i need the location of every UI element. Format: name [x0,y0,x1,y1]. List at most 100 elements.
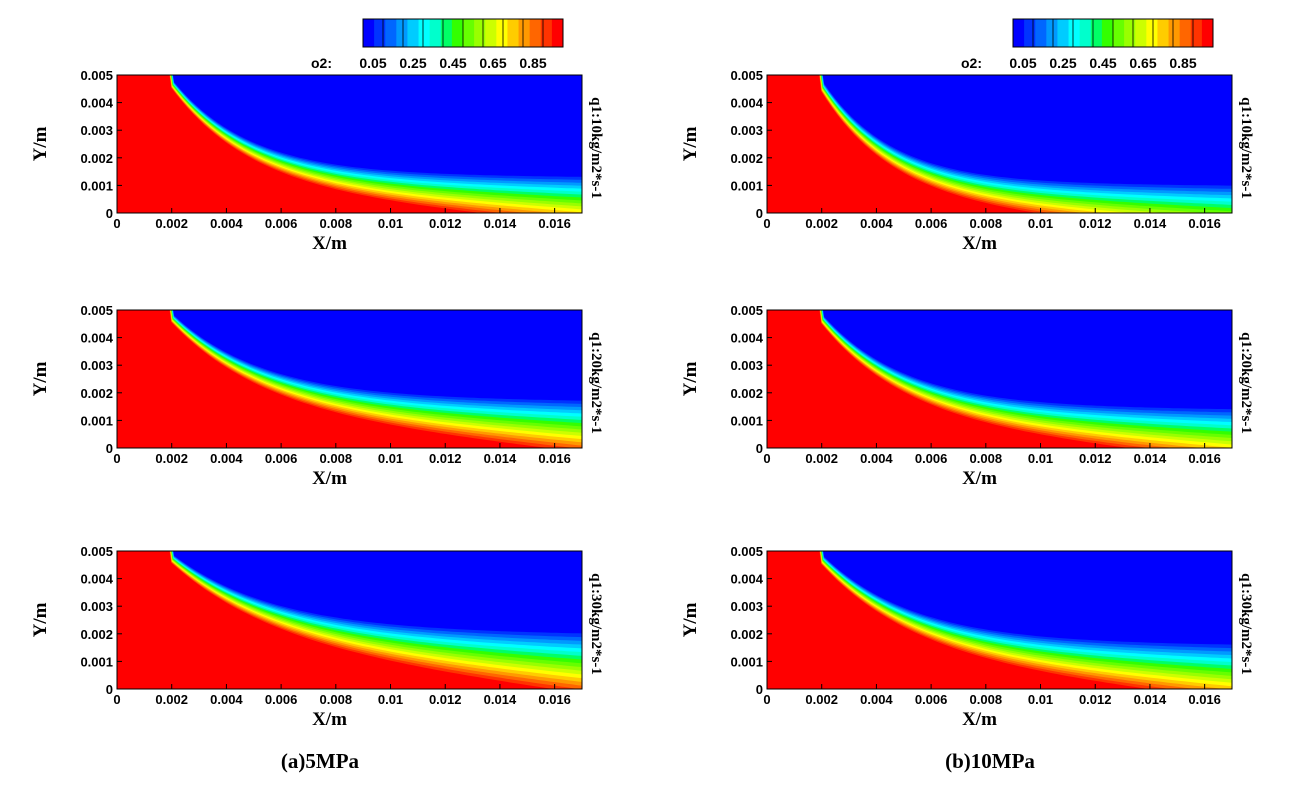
x-tick-label: 0.016 [1188,692,1221,707]
x-tick-label: 0.016 [538,216,571,231]
x-tick-label: 0.004 [860,216,893,231]
x-tick-label: 0.014 [1134,451,1167,466]
plot-frame [116,309,583,449]
contour-field [767,551,1232,689]
y-axis-label: Y/m [680,361,701,396]
colorbar-tick-label: 0.65 [479,55,506,71]
plot-frame [116,74,583,214]
y-tick-label: 0.003 [80,599,113,614]
y-axis-label: Y/m [30,126,51,161]
x-tick-label: 0.002 [805,692,838,707]
plot-frame [766,550,1233,690]
x-tick-label: 0.012 [429,692,462,707]
y-axis: 0 0.001 0.002 0.003 0.004 0.005 [80,544,122,697]
y-tick-label: 0.001 [730,178,763,193]
y-tick-label: 0.002 [80,627,113,642]
y-tick-label: 0.005 [730,544,763,559]
colorbar-b: o2: 0.05 0.25 0.45 0.65 0.85 [961,18,1214,71]
y-axis: 0 0.001 0.002 0.003 0.004 0.005 [730,544,772,697]
colorbar-swatch [1201,19,1214,47]
y-axis-label: Y/m [30,602,51,637]
contour-field [117,75,582,213]
y-tick-label: 0.001 [730,654,763,669]
x-axis: 0 0.002 0.004 0.006 0.008 0.01 0.012 0.014 0.016 [113,208,571,231]
x-tick-label: 0.008 [970,451,1003,466]
contour-field [117,310,582,448]
x-tick-label: 0.008 [970,216,1003,231]
x-tick-label: 0.014 [484,692,517,707]
y-axis: 0 0.001 0.002 0.003 0.004 0.005 [80,303,122,456]
colorbar-frame [1012,18,1214,48]
x-tick-label: 0.016 [538,692,571,707]
y-tick-label: 0.005 [80,303,113,318]
colorbar-tick-label: 0.05 [359,55,386,71]
y-tick-label: 0.004 [730,96,763,111]
y-tick-label: 0.003 [730,599,763,614]
x-tick-label: 0.004 [860,692,893,707]
colorbar-swatch [507,19,519,47]
x-axis-label: X/m [962,468,997,489]
y-tick-label: 0.005 [730,68,763,83]
colorbar-swatch [396,19,408,47]
contour-band-level-18 [767,310,1129,448]
x-tick-label: 0.004 [210,692,243,707]
y-axis-label: Y/m [30,361,51,396]
colorbar-swatch [418,19,431,47]
contour-band-level-18 [117,551,554,689]
y-axis-label: Y/m [680,126,701,161]
y-tick-label: 0.001 [80,178,113,193]
x-tick-label: 0.006 [915,692,948,707]
x-tick-label: 0 [113,692,120,707]
x-tick-label: 0 [113,216,120,231]
colorbar-swatch [374,19,386,47]
plot-frame [766,74,1233,214]
colorbar-swatch [451,19,464,47]
colorbar-swatch [440,19,453,47]
colorbar-swatch [363,19,375,47]
colorbar-swatch [1101,19,1114,47]
colorbar-a: o2: 0.05 0.25 0.45 0.65 0.85 [311,18,564,71]
y-axis: 0 0.001 0.002 0.003 0.004 0.005 [80,68,122,221]
contour-panel-5: 0 0.002 0.004 0.006 0.008 0.01 0.012 0.014 0.016… [680,303,1254,489]
colorbar-swatch [385,19,397,47]
y-tick-label: 0.005 [730,303,763,318]
x-tick-label: 0.002 [805,451,838,466]
y-tick-label: 0.005 [80,68,113,83]
x-tick-label: 0.01 [378,692,403,707]
contour-band-level-18 [117,310,549,448]
x-tick-label: 0.016 [1188,451,1221,466]
colorbar-tick-label: 0.25 [1049,55,1076,71]
x-tick-label: 0.002 [155,692,188,707]
y-tick-label: 0.003 [80,123,113,138]
contour-panel-6: 0 0.002 0.004 0.006 0.008 0.01 0.012 0.014 0.016… [680,544,1254,730]
caption-b: (b)10MPa [945,749,1035,773]
y-tick-label: 0.003 [730,123,763,138]
y-tick-label: 0 [756,206,763,221]
x-axis-label: X/m [312,233,347,254]
colorbar-swatch [1024,19,1036,47]
colorbar-swatch [1179,19,1192,47]
colorbar-swatch [518,19,531,47]
colorbar-frame [362,18,564,48]
colorbar-swatch [1057,19,1069,47]
y-tick-label: 0.001 [80,654,113,669]
x-axis-label: X/m [312,709,347,730]
colorbar-swatch [529,19,542,47]
case-label: q1:20kg/m2*s-1 [588,332,604,434]
contour-band-level-18 [117,75,482,213]
x-tick-label: 0.01 [1028,216,1053,231]
y-tick-label: 0.001 [730,413,763,428]
x-tick-label: 0.008 [970,692,1003,707]
x-tick-label: 0.014 [1134,692,1167,707]
case-label: q1:30kg/m2*s-1 [1238,573,1254,675]
colorbar-tick-label: 0.45 [439,55,466,71]
y-axis: 0 0.001 0.002 0.003 0.004 0.005 [730,68,772,221]
colorbar-swatch [485,19,497,47]
y-tick-label: 0.002 [730,151,763,166]
colorbar-swatch [474,19,486,47]
plot-frame [116,550,583,690]
x-tick-label: 0.016 [1188,216,1221,231]
y-tick-label: 0 [756,682,763,697]
